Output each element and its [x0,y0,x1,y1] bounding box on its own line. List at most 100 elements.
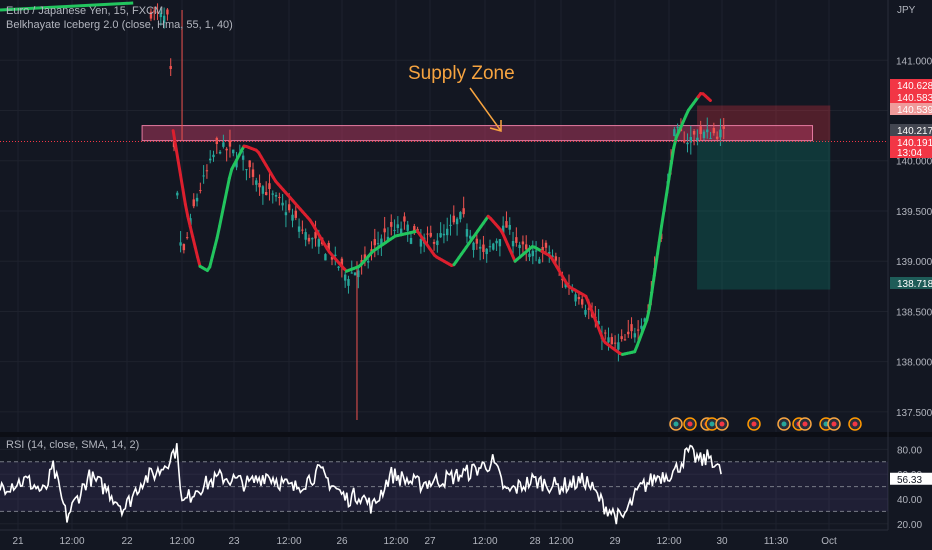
hma-segment [660,208,666,228]
candle-body [597,321,600,325]
rsi-line [0,443,722,525]
candle-body [446,228,449,236]
candle-body [235,159,238,168]
price-tag-label: 140.583 [897,93,932,104]
price-tag [890,79,932,91]
candle-body [393,229,396,231]
rsi-tick-label: 20.00 [897,520,922,531]
candle-body [202,175,205,177]
candle-body [291,214,294,221]
hma-segment [222,188,229,204]
candle-body [620,336,623,340]
candle-body [525,244,528,250]
event-icon-dot [709,421,715,427]
hma-segment [186,215,192,229]
candle-body [472,242,475,251]
candle-body [337,266,340,268]
time-tick-label: 21 [12,536,24,547]
candle-body [347,279,350,286]
candle-body [455,218,459,225]
candle-body [294,210,297,218]
candle-body [169,66,172,70]
candle-body [301,229,304,231]
rsi-legend[interactable]: RSI (14, close, SMA, 14, 2) [6,439,140,451]
candle-body [459,212,462,220]
candle-body [630,324,633,332]
candle-body [304,232,307,240]
candle-body [241,155,245,160]
candle-body [475,238,479,244]
candle-body [580,299,584,305]
candle-body [281,202,284,206]
candle-body [406,224,409,231]
rsi-value-label: 56.33 [897,475,922,486]
candle-body [610,337,614,345]
candle-body [485,248,488,255]
event-icon-dot [673,421,679,427]
candle-body [274,195,278,197]
candle-body [462,208,465,215]
candle-body [403,216,406,222]
candle-body [199,190,202,192]
candle-body [232,149,235,154]
price-tag-label: 140.628 [897,81,932,92]
candle-body [327,242,330,251]
candle-body [518,244,521,249]
candle-body [465,229,469,237]
price-tick-label: 138.500 [896,307,932,318]
hma-segment [227,167,234,180]
hma-segment [652,257,659,278]
hma-segment [645,307,651,322]
candle-body [222,142,225,147]
candle-body [551,255,554,258]
hma-segment [213,236,219,250]
candle-body [251,169,255,177]
time-tick-label: 12:00 [548,536,573,547]
hma-segment [215,224,222,240]
candle-body [689,137,693,143]
candle-body [413,226,416,233]
annotation-arrow-shaft [469,87,502,132]
hma-segment [196,255,202,268]
event-icon-dot [831,421,837,427]
hma-segment [171,129,178,147]
indicator-legend[interactable]: Belkhayate Iceberg 2.0 (close, Hma, 55, … [6,19,233,31]
candle-body [561,278,564,281]
candle-body [673,129,676,137]
candle-body [255,180,258,185]
hma-segment [210,246,217,259]
event-icon-dot [823,421,829,427]
candle-body [248,160,251,168]
take-profit-zone [697,140,831,290]
price-tag [890,91,932,103]
time-tick-label: 30 [716,536,728,547]
candle-body [311,238,314,240]
rsi-tick-label: 80.00 [897,445,922,456]
time-tick-label: 12:00 [169,536,194,547]
candle-body [521,241,525,245]
candle-body [334,254,337,256]
candle-body [607,337,610,343]
time-tick-label: Oct [821,536,837,547]
candle-body [706,129,709,133]
candle-body [633,333,637,338]
candle-body [159,12,163,18]
hma-segment [650,274,656,294]
price-tag [890,277,932,289]
price-tag-label: 138.718 [897,279,932,290]
candle-body [482,244,485,252]
candle-body [692,130,696,135]
event-icon-dot [687,421,693,427]
candle-body [478,246,482,249]
symbol-legend[interactable]: Euro / Japanese Yen, 15, FXCM [6,5,164,17]
candle-body [712,127,716,134]
candle-body [396,224,400,229]
hma-segment [662,193,668,212]
candle-body [343,274,347,281]
candle-body [719,129,722,138]
time-tick-label: 29 [609,536,621,547]
candle-body [452,215,455,223]
candle-body [363,254,367,260]
